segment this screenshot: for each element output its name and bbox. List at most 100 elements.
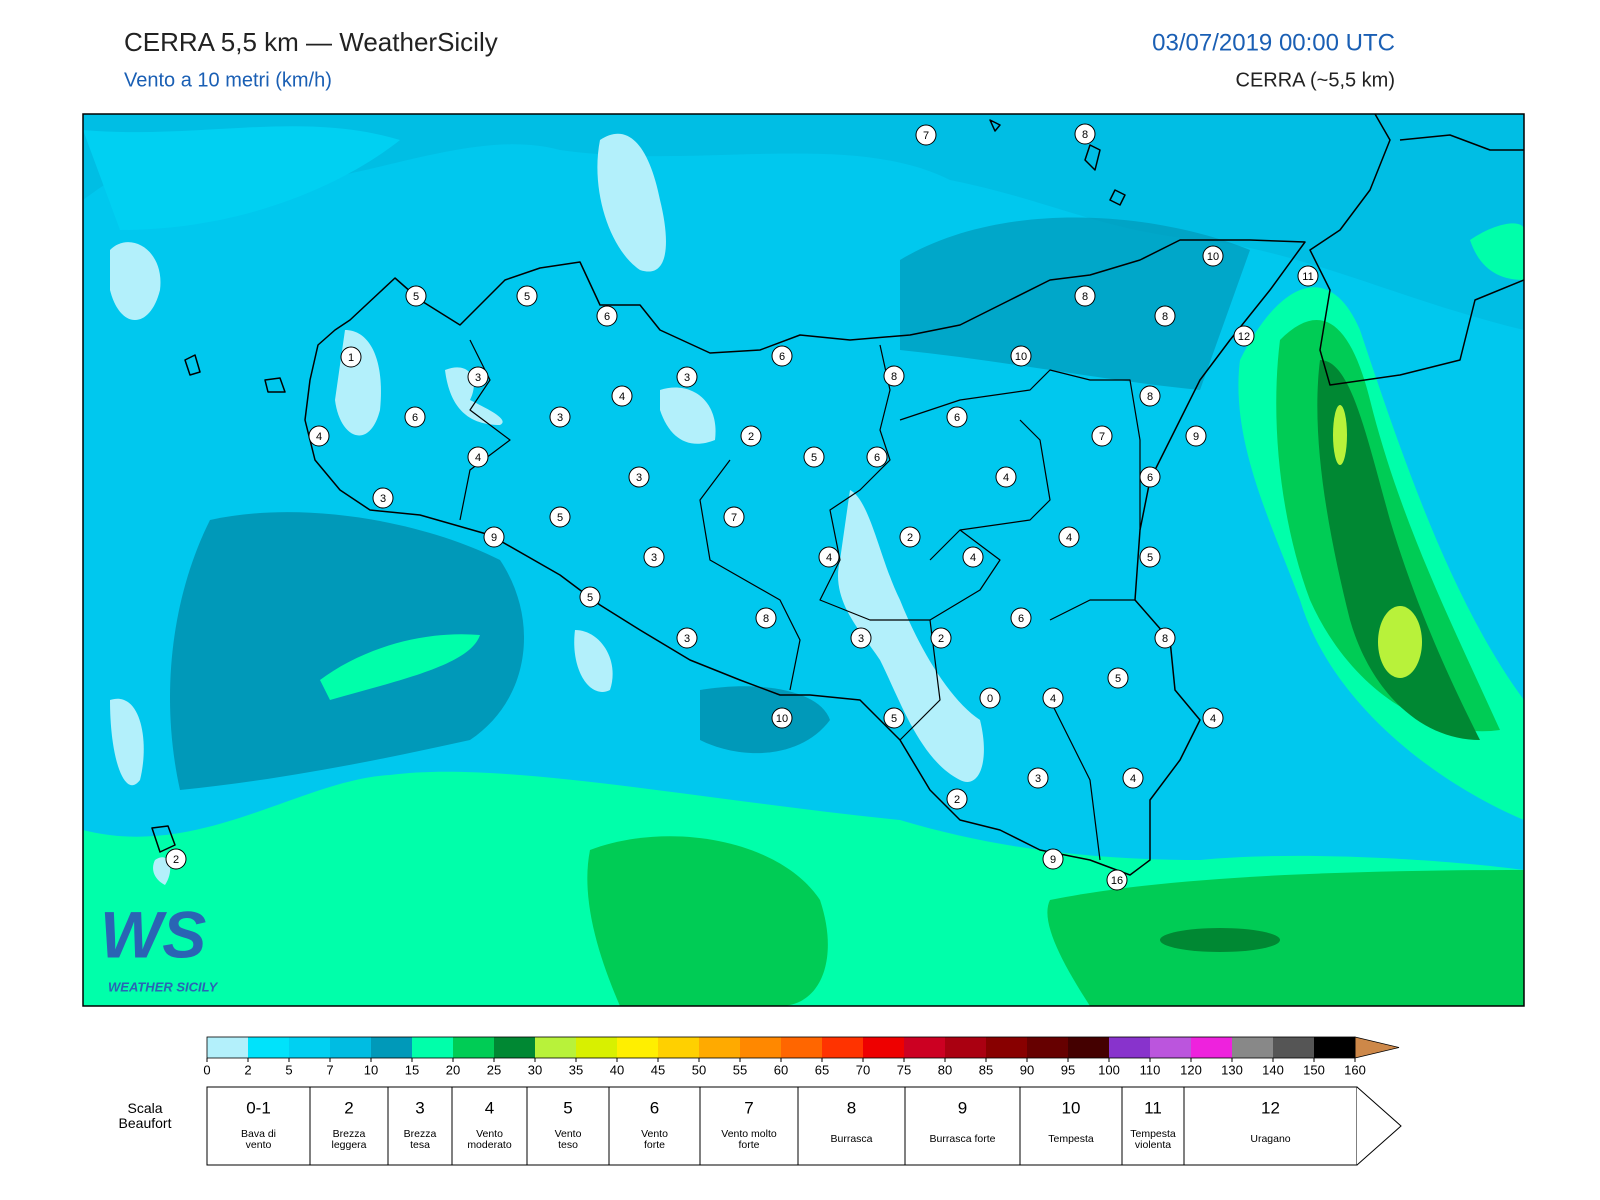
station-marker (1139, 466, 1161, 488)
station-value: 4 (1050, 693, 1056, 705)
colorbar-tick-label: 120 (1180, 1062, 1202, 1077)
station: 3 (549, 406, 571, 428)
station: 0 (979, 687, 1001, 709)
station: 3 (1027, 767, 1049, 789)
station: 4 (611, 385, 633, 407)
colorbar-segment (1314, 1037, 1355, 1058)
station-marker (915, 124, 937, 146)
station-marker (755, 607, 777, 629)
station: 7 (915, 124, 937, 146)
station-marker (1122, 767, 1144, 789)
logo-text: WEATHER SICILY (108, 979, 219, 994)
beaufort-cell (309, 1086, 389, 1166)
station-value: 6 (1018, 613, 1024, 625)
station-marker (740, 425, 762, 447)
colorbar-tick-label: 20 (446, 1062, 460, 1077)
station: 5 (405, 285, 427, 307)
station-marker (628, 466, 650, 488)
station-marker (405, 285, 427, 307)
station-marker (611, 385, 633, 407)
station-value: 4 (316, 431, 322, 443)
station-marker (883, 707, 905, 729)
station-marker (883, 365, 905, 387)
beaufort-force: 3 (415, 1098, 424, 1117)
station: 4 (1122, 767, 1144, 789)
station-marker (643, 546, 665, 568)
beaufort-force: 0-1 (246, 1098, 271, 1117)
colorbar-tick-label: 110 (1140, 1062, 1161, 1077)
station-marker (946, 788, 968, 810)
colorbar-tick-label: 90 (1020, 1062, 1034, 1077)
station: 8 (1139, 385, 1161, 407)
colorbar-segment (863, 1037, 904, 1058)
station-value: 7 (1099, 431, 1105, 443)
station-value: 3 (475, 372, 481, 384)
station-value: 11 (1302, 271, 1313, 283)
station-value: 4 (970, 552, 976, 564)
beaufort-cell (526, 1086, 610, 1166)
station-marker (483, 526, 505, 548)
colorbar-tick-label: 65 (815, 1062, 829, 1077)
station: 4 (1202, 707, 1224, 729)
station-marker (372, 487, 394, 509)
station-marker (979, 687, 1001, 709)
station: 2 (930, 627, 952, 649)
station-marker (930, 627, 952, 649)
colorbar-segment (289, 1037, 330, 1058)
station: 10 (1010, 345, 1032, 367)
station: 5 (883, 707, 905, 729)
station-value: 3 (1035, 773, 1041, 785)
station-value: 5 (1115, 673, 1121, 685)
station-value: 4 (826, 552, 832, 564)
station-value: 5 (524, 291, 530, 303)
station: 10 (771, 707, 793, 729)
colorbar-tick-label: 0 (203, 1062, 210, 1077)
colorbar-tick-label: 95 (1061, 1062, 1075, 1077)
station-value: 3 (636, 472, 642, 484)
station-marker (1074, 123, 1096, 145)
station: 4 (818, 546, 840, 568)
beaufort-force: 9 (958, 1098, 967, 1117)
station-marker (723, 506, 745, 528)
colorbar-tick-label: 160 (1344, 1062, 1366, 1077)
station: 5 (1107, 667, 1129, 689)
station-value: 8 (891, 371, 897, 383)
station: 8 (883, 365, 905, 387)
station: 5 (803, 446, 825, 468)
station-marker (1010, 345, 1032, 367)
station-value: 6 (412, 412, 418, 424)
station-value: 9 (1193, 431, 1199, 443)
station-marker (771, 707, 793, 729)
station-value: 9 (491, 532, 497, 544)
station-marker (165, 848, 187, 870)
station-value: 6 (1147, 472, 1153, 484)
station-marker (1107, 667, 1129, 689)
colorbar-tick-label: 140 (1262, 1062, 1284, 1077)
station-marker (995, 466, 1017, 488)
colorbar-segment (781, 1037, 822, 1058)
station-marker (1027, 767, 1049, 789)
title: CERRA 5,5 km — WeatherSicily (124, 27, 498, 57)
station: 3 (676, 627, 698, 649)
beaufort-name: Vento molto forte (721, 1128, 777, 1151)
station: 10 (1202, 245, 1224, 267)
colorbar-segment (248, 1037, 289, 1058)
station-marker (899, 526, 921, 548)
colorbar-tick-label: 2 (244, 1062, 251, 1077)
colorbar-segment (1191, 1037, 1232, 1058)
wind-field (83, 114, 1524, 1006)
station: 6 (946, 406, 968, 428)
beaufort-cell (451, 1086, 528, 1166)
station-marker (1074, 285, 1096, 307)
beaufort-force: 5 (563, 1098, 572, 1117)
beaufort-force: 7 (744, 1098, 753, 1117)
colorbar-segment (1232, 1037, 1273, 1058)
station-marker (467, 446, 489, 468)
colorbar-segment (330, 1037, 371, 1058)
station-value: 6 (874, 452, 880, 464)
station: 9 (483, 526, 505, 548)
colorbar-tick-label: 55 (733, 1062, 747, 1077)
map-frame (82, 113, 1525, 1007)
station-marker (1233, 325, 1255, 347)
station: 9 (1042, 848, 1064, 870)
